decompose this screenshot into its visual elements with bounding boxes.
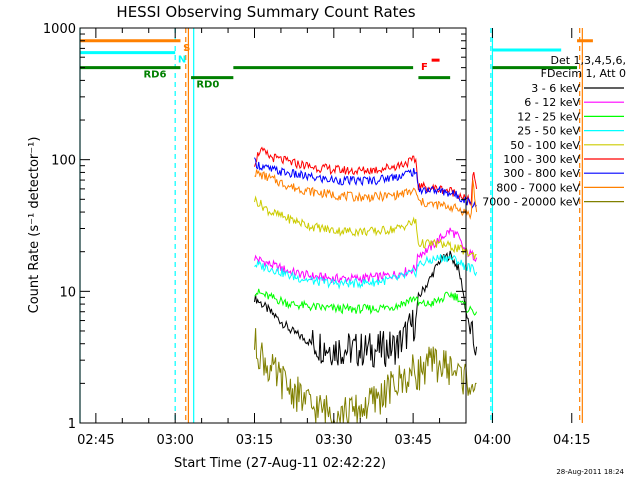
x-tick-label-5: 04:00 bbox=[474, 433, 511, 448]
series-line-4 bbox=[254, 195, 477, 260]
x-tick-label-3: 03:30 bbox=[315, 433, 352, 448]
legend: Det 1,3,4,5,6,FDecim 1, Att 0 3 - 6 keV6 … bbox=[482, 54, 626, 209]
legend-header-0: Det 1,3,4,5,6, bbox=[550, 54, 626, 67]
legend-entry-8: 7000 - 20000 keV bbox=[482, 196, 580, 209]
x-axis-label: Start Time (27-Aug-11 02:42:22) bbox=[174, 456, 386, 471]
series-line-3 bbox=[254, 253, 478, 290]
x-tick-label-2: 03:15 bbox=[236, 433, 273, 448]
y-tick-label-0: 1 bbox=[68, 417, 76, 432]
legend-entry-3: 25 - 50 keV bbox=[517, 125, 580, 138]
status-label-n: N bbox=[178, 55, 186, 66]
status-label-rd6: RD6 bbox=[143, 70, 166, 81]
legend-entry-5: 100 - 300 keV bbox=[503, 153, 580, 166]
series-line-0 bbox=[254, 250, 478, 368]
status-label-s: S bbox=[183, 43, 190, 54]
series-line-8 bbox=[254, 328, 477, 424]
plot-frame bbox=[79, 27, 467, 424]
y-tick-label-3: 1000 bbox=[43, 22, 76, 37]
x-tick-label-0: 02:45 bbox=[77, 433, 114, 448]
plot-area: SN RD6 RD0 F 1 10 100 1000 02:45 03:00 03:15 03:30 0… bbox=[43, 22, 593, 448]
y-tick-label-2: 100 bbox=[51, 154, 76, 169]
status-label-rd0: RD0 bbox=[196, 80, 219, 91]
x-tick-label-6: 04:15 bbox=[553, 433, 590, 448]
x-tick-label-4: 03:45 bbox=[394, 433, 431, 448]
legend-entry-2: 12 - 25 keV bbox=[517, 110, 580, 123]
series-line-7 bbox=[254, 169, 478, 220]
series-line-2 bbox=[254, 288, 478, 316]
y-axis-label: Count Rate (s⁻¹ detector⁻¹) bbox=[27, 137, 42, 314]
legend-entry-4: 50 - 100 keV bbox=[510, 139, 580, 152]
series-line-5 bbox=[254, 146, 478, 206]
legend-entry-6: 300 - 800 keV bbox=[503, 167, 580, 180]
legend-entry-7: 800 - 7000 keV bbox=[496, 181, 580, 194]
timestamp: 28-Aug-2011 18:24 bbox=[556, 468, 624, 476]
series-line-6 bbox=[254, 157, 477, 209]
legend-header-1: FDecim 1, Att 0 bbox=[541, 67, 626, 80]
legend-entry-0: 3 - 6 keV bbox=[531, 82, 580, 95]
y-tick-label-1: 10 bbox=[59, 285, 76, 300]
x-tick-label-1: 03:00 bbox=[156, 433, 193, 448]
status-label-f: F bbox=[421, 62, 428, 73]
legend-entry-1: 6 - 12 keV bbox=[524, 96, 580, 109]
chart-title: HESSI Observing Summary Count Rates bbox=[116, 3, 415, 21]
